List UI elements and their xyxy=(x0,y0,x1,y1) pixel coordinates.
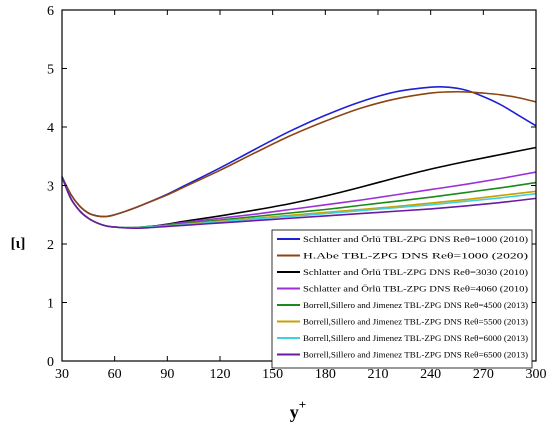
series-line-2 xyxy=(61,90,537,218)
x-tick-label: 120 xyxy=(210,367,231,382)
y-tick-label: 2 xyxy=(47,238,54,253)
legend-label: Schlatter and Örlü TBL-ZPG DNS Reθ=1000 … xyxy=(303,234,528,244)
x-axis-title-main: y xyxy=(290,402,299,422)
x-tick-label: 270 xyxy=(473,367,494,382)
y-axis-title-text: [ι] xyxy=(11,236,26,252)
x-axis-title: y+ xyxy=(290,397,306,422)
y-tick-label: 1 xyxy=(47,297,54,312)
series-lines xyxy=(61,85,537,230)
x-tick-label: 300 xyxy=(526,367,547,382)
legend: Schlatter and Örlü TBL-ZPG DNS Reθ=1000 … xyxy=(271,229,533,369)
legend-label: Schlatter and Örlü TBL-ZPG DNS Reθ=4060 … xyxy=(303,284,528,294)
y-tick-label: 0 xyxy=(47,355,54,370)
x-axis-title-text: y+ xyxy=(290,397,306,422)
x-axis-title-sup: + xyxy=(299,397,306,412)
y-axis-title: [ι] xyxy=(11,236,26,252)
y-tick-label: 3 xyxy=(47,180,54,195)
plot-area: 30 60 90 120 150 180 210 240 270 300 0 1 2 3 4 5 6 xyxy=(47,4,547,382)
series-line-1 xyxy=(61,85,537,218)
y-tick-label: 6 xyxy=(47,4,54,19)
legend-label: Borrell,Sillero and Jimenez TBL-ZPG DNS … xyxy=(303,317,528,327)
x-tick-label: 180 xyxy=(315,367,336,382)
y-tick-label: 4 xyxy=(47,121,54,136)
x-tick-label: 30 xyxy=(55,367,69,382)
legend-box xyxy=(271,229,533,369)
series-line-8 xyxy=(61,176,537,230)
legend-label: Borrell,Sillero and Jimenez TBL-ZPG DNS … xyxy=(303,300,528,310)
x-tick-label: 60 xyxy=(108,367,122,382)
y-axis-ticks: 0 1 2 3 4 5 6 xyxy=(47,4,536,370)
x-tick-label: 90 xyxy=(160,367,174,382)
y-tick-label: 5 xyxy=(47,63,54,78)
x-tick-label: 150 xyxy=(262,367,283,382)
x-axis-ticks: 30 60 90 120 150 180 210 240 270 300 xyxy=(55,10,547,382)
x-tick-label: 210 xyxy=(368,367,389,382)
x-tick-label: 240 xyxy=(420,367,441,382)
legend-label: H.Abe TBL-ZPG DNS Reθ=1000 (2020) xyxy=(303,251,528,261)
legend-label: Borrell,Sillero and Jimenez TBL-ZPG DNS … xyxy=(303,333,528,343)
legend-label: Schlatter and Örlü TBL-ZPG DNS Reθ=3030 … xyxy=(303,267,528,277)
legend-label: Borrell,Sillero and Jimenez TBL-ZPG DNS … xyxy=(303,350,528,360)
